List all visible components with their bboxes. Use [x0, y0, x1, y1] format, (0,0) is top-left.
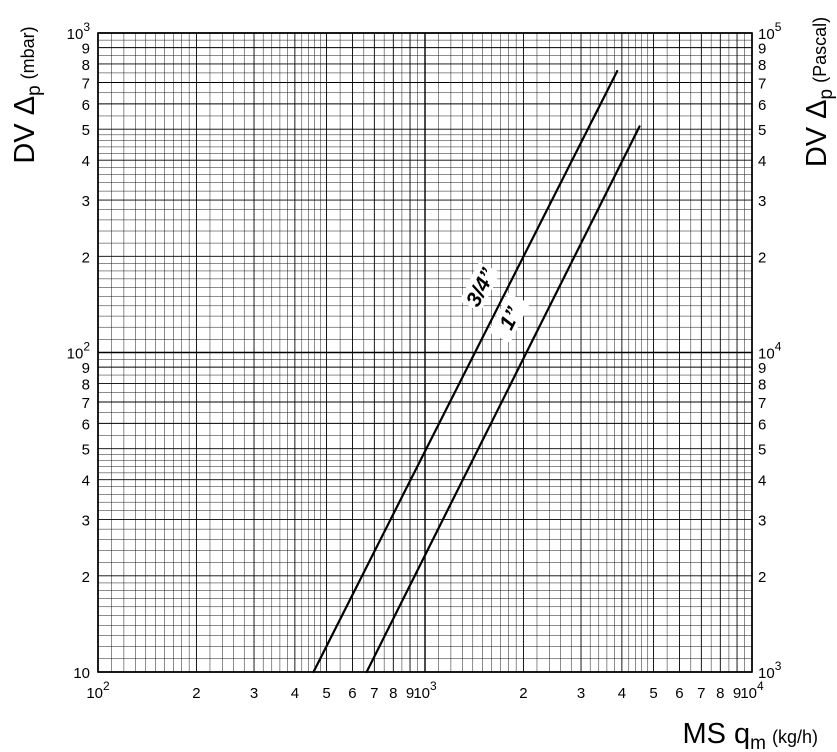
y2-axis-title-unit: (Pascal) [810, 17, 830, 83]
y-tick-label: 3 [82, 513, 90, 530]
y-tick-label: 4 [82, 473, 90, 490]
x-tick-labels: 102 2 3 4 5 6 7 8 9 103 2 3 4 5 6 7 8 9 104 [86, 679, 764, 702]
x-tick-label: 9 [406, 685, 414, 702]
y2-tick-label: 3 [758, 513, 766, 530]
x-axis-title: MS qm (kg/h) [682, 718, 818, 752]
x-tick-label: 5 [649, 685, 657, 702]
x-axis-title-sub: m [750, 733, 766, 752]
x-tick-label: 102 [86, 679, 110, 702]
y-tick-label: 4 [82, 153, 90, 170]
y-tick-label: 10 [73, 665, 90, 682]
y2-tick-label: 8 [758, 57, 766, 74]
y-tick-label: 2 [82, 249, 90, 266]
grid [97, 32, 753, 673]
y2-tick-label: 4 [758, 473, 766, 490]
y-axis-title-sub: p [24, 85, 45, 96]
y2-tick-label: 105 [758, 20, 782, 43]
x-tick-label: 6 [675, 685, 683, 702]
y-axis-title-main: DV Δ [9, 96, 41, 164]
series-label-bg [459, 261, 501, 312]
y2-tick-label: 2 [758, 569, 766, 586]
y-tick-label: 8 [82, 57, 90, 74]
x-tick-label: 3 [250, 685, 258, 702]
y-tick-label: 5 [82, 442, 90, 459]
y-tick-label: 7 [82, 75, 90, 92]
y2-tick-label: 7 [758, 395, 766, 412]
y2-tick-label: 3 [758, 193, 766, 210]
y-tick-label: 102 [67, 340, 91, 363]
y2-tick-label: 9 [758, 41, 766, 58]
y-tick-label: 9 [82, 360, 90, 377]
x-tick-label: 6 [348, 685, 356, 702]
y2-tick-label: 4 [758, 153, 766, 170]
series-label-bg [488, 292, 530, 343]
y-tick-label: 6 [82, 416, 90, 433]
x-tick-label: 2 [192, 685, 200, 702]
x-tick-label: 3 [577, 685, 585, 702]
series-line-three-quarter-inch [312, 69, 619, 674]
x-tick-label: 103 [413, 679, 437, 702]
plot-border [97, 32, 753, 673]
y-tick-label: 3 [82, 193, 90, 210]
x-tick-label: 8 [389, 685, 397, 702]
y-tick-label: 7 [82, 395, 90, 412]
x-axis-title-main: MS q [682, 718, 750, 750]
x-tick-label: 2 [519, 685, 527, 702]
y-tick-label: 103 [67, 20, 91, 43]
y-tick-label: 8 [82, 376, 90, 393]
x-tick-label: 104 [740, 679, 764, 702]
y2-axis-title-main: DV Δ [801, 99, 833, 167]
y2-tick-label: 5 [758, 122, 766, 139]
y-tick-label: 5 [82, 122, 90, 139]
y-axis-title: DV Δp (mbar) [9, 26, 45, 163]
x-tick-label: 9 [733, 685, 741, 702]
y2-tick-label: 5 [758, 442, 766, 459]
x-tick-label: 8 [716, 685, 724, 702]
y-tick-label: 6 [82, 97, 90, 114]
y2-tick-label: 104 [758, 340, 782, 363]
x-tick-label: 4 [618, 685, 626, 702]
y2-tick-label: 7 [758, 75, 766, 92]
y2-tick-label: 8 [758, 376, 766, 393]
series: 3/4”1” [312, 69, 641, 674]
y-tick-label: 9 [82, 41, 90, 58]
y2-tick-label: 6 [758, 416, 766, 433]
y2-tick-label: 103 [758, 659, 782, 682]
y2-tick-label: 6 [758, 97, 766, 114]
x-tick-label: 5 [322, 685, 330, 702]
plot-frame [97, 32, 753, 673]
y-axis-title-unit: (mbar) [18, 26, 38, 79]
x-tick-label: 7 [370, 685, 378, 702]
series-line-one-inch [365, 125, 641, 674]
y2-tick-label: 9 [758, 360, 766, 377]
y-tick-label: 2 [82, 569, 90, 586]
y2-axis-title-sub: p [816, 89, 837, 100]
x-axis-title-unit: (kg/h) [772, 727, 818, 747]
x-tick-label: 4 [291, 685, 299, 702]
y2-tick-label: 2 [758, 249, 766, 266]
x-tick-label: 7 [697, 685, 705, 702]
y2-axis-title: DV Δp (Pascal) [801, 17, 837, 167]
